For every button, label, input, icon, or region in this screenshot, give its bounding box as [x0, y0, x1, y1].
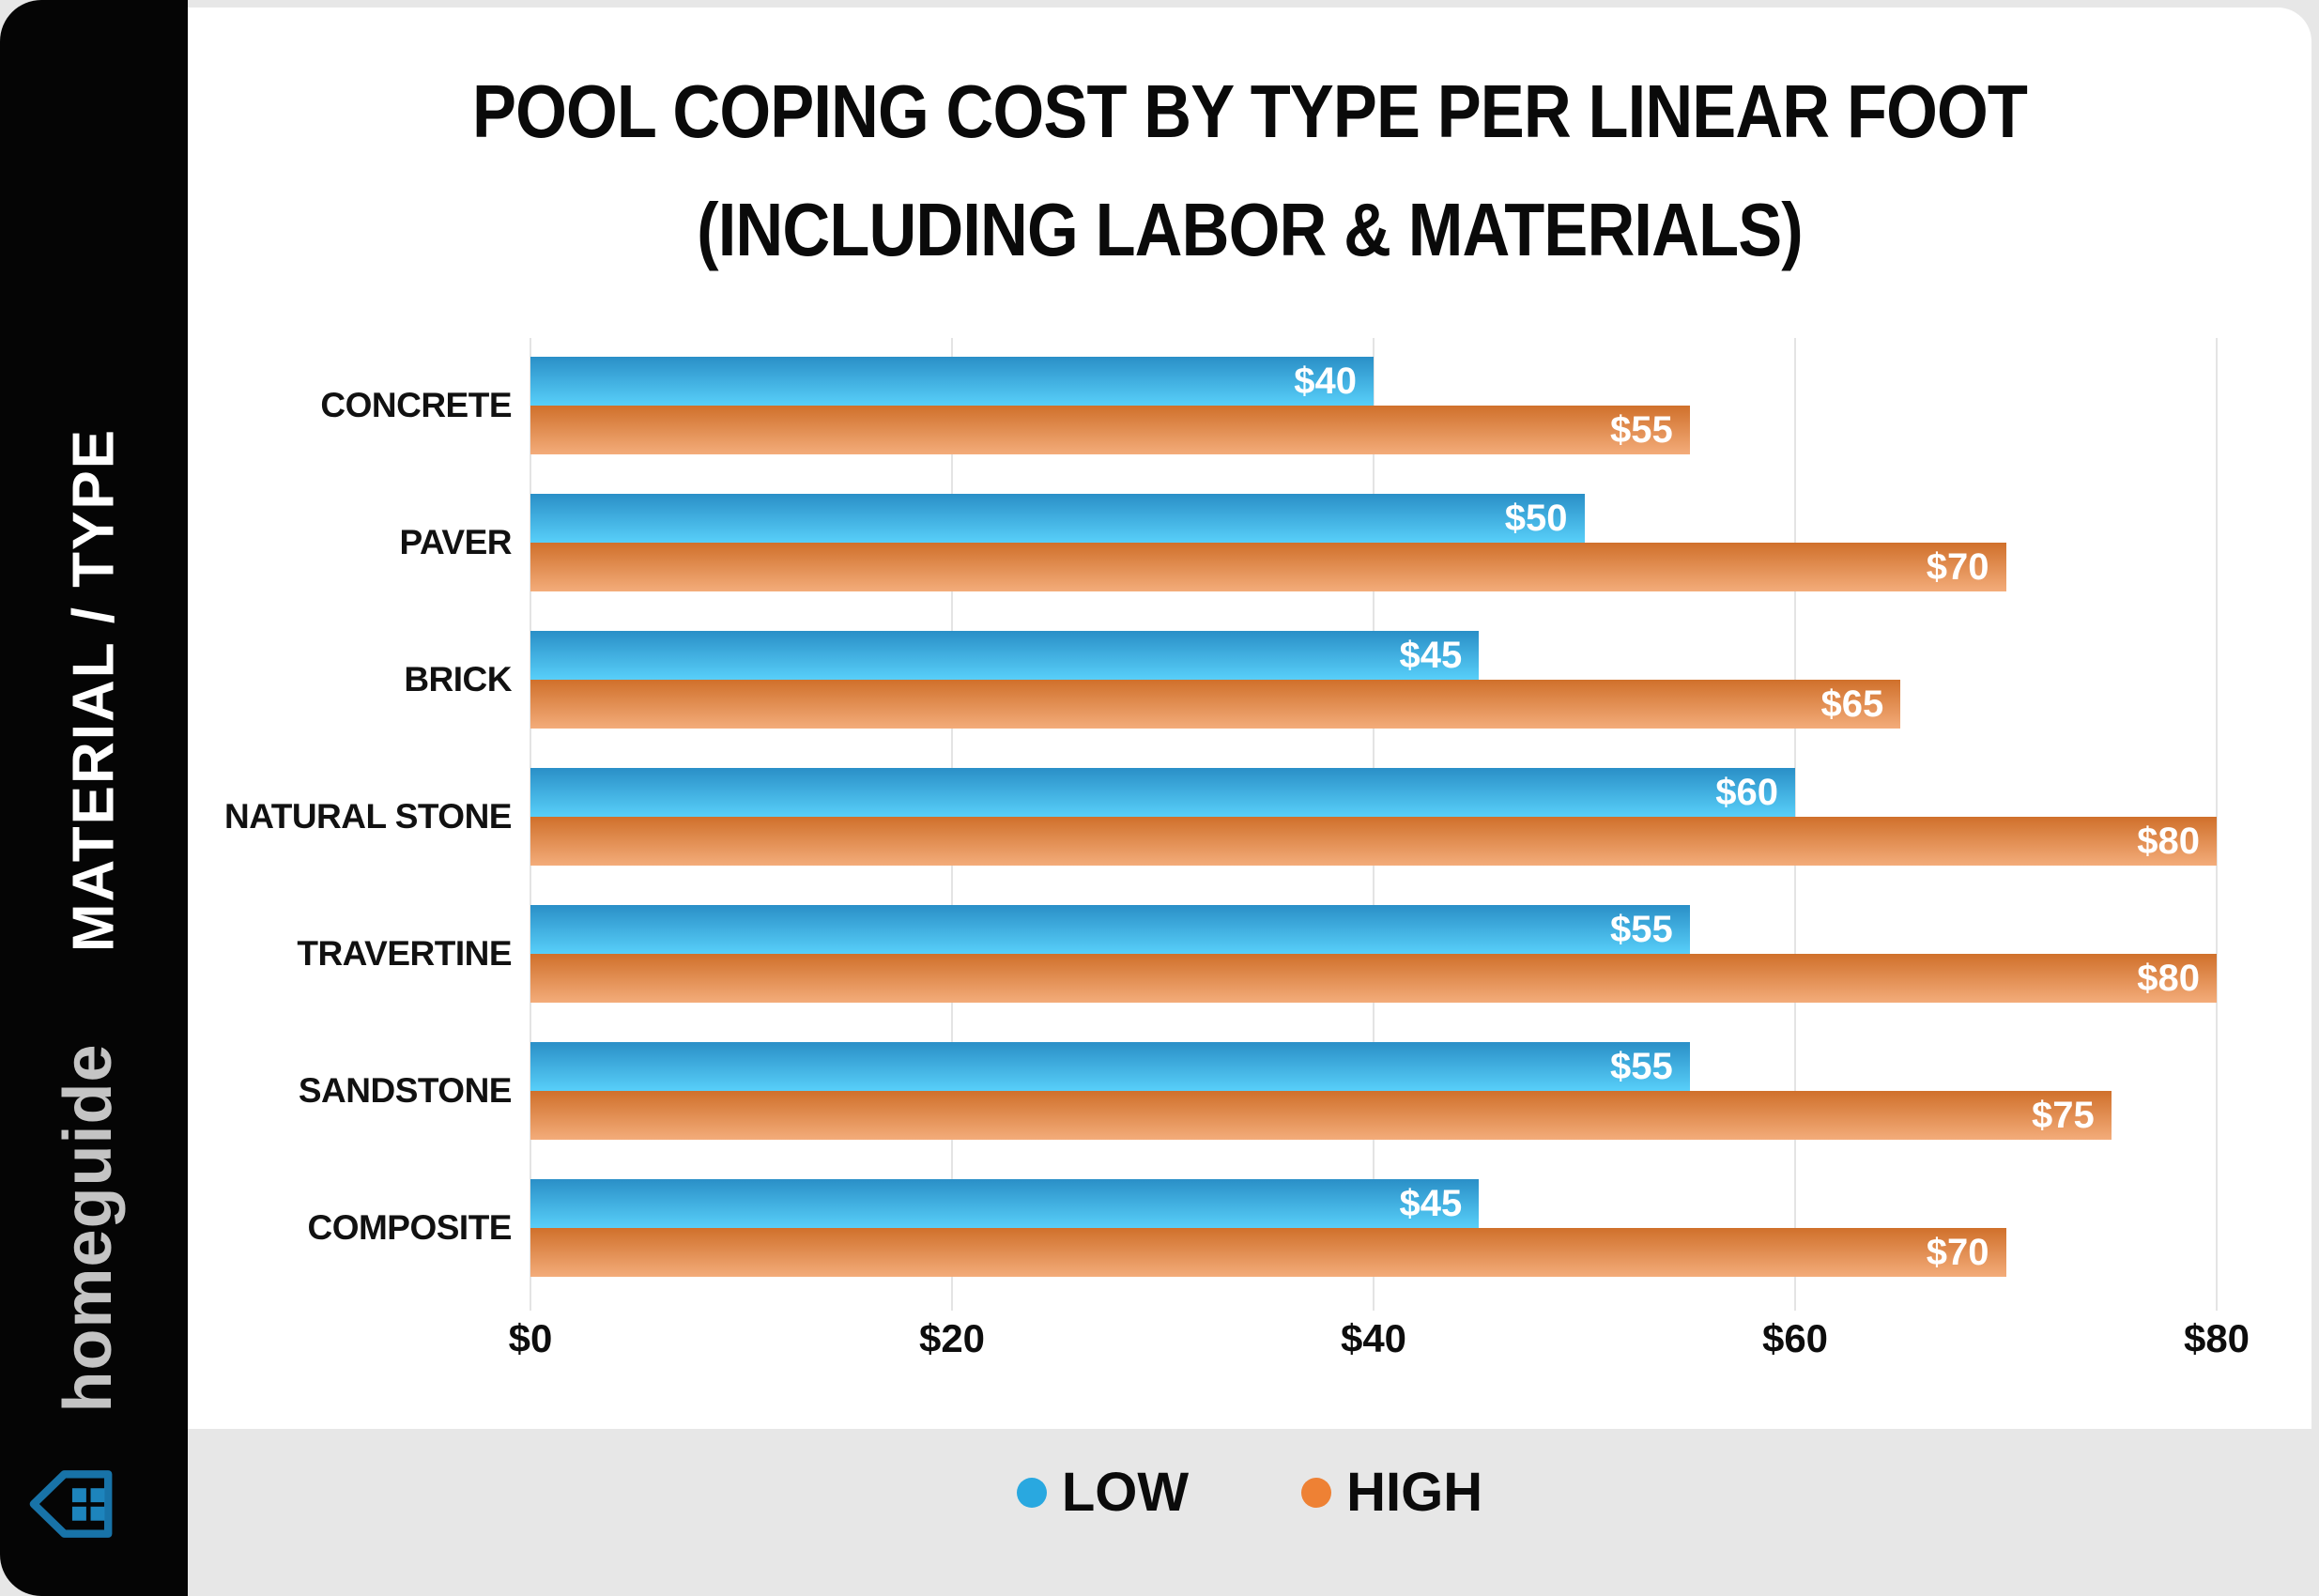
bar-high-paver: $70 — [530, 543, 2006, 591]
x-tick-label: $80 — [2183, 1316, 2250, 1360]
sidebar: MATERIAL / TYPE homeguide — [0, 0, 188, 1596]
x-tick-label: $20 — [918, 1316, 986, 1360]
legend-label-low: LOW — [1061, 1462, 1190, 1523]
x-tick-label: $40 — [1340, 1316, 1407, 1360]
legend: LOW HIGH — [188, 1461, 2311, 1524]
bar-value-label: $80 — [2137, 957, 2200, 999]
bar-value-label: $60 — [1715, 771, 1778, 813]
bar-value-label: $55 — [1610, 1045, 1673, 1087]
legend-dot-high-icon — [1301, 1477, 1332, 1508]
chart-title: POOL COPING COST BY TYPE PER LINEAR FOOT… — [315, 53, 2185, 289]
bar-low-natural-stone: $60 — [530, 768, 1795, 817]
gridline — [2216, 338, 2218, 1311]
axis-title-material-type: MATERIAL / TYPE — [61, 427, 127, 953]
bar-low-sandstone: $55 — [530, 1042, 1690, 1091]
bar-value-label: $55 — [1610, 908, 1673, 950]
x-tick-label: $60 — [1761, 1316, 1829, 1360]
bar-value-label: $50 — [1504, 497, 1568, 539]
bar-value-label: $80 — [2137, 820, 2200, 862]
legend-label-high: HIGH — [1346, 1462, 1483, 1523]
bar-high-travertine: $80 — [530, 954, 2217, 1003]
bar-value-label: $45 — [1399, 1182, 1463, 1224]
bar-value-label: $70 — [1926, 1231, 1989, 1273]
bar-low-composite: $45 — [530, 1179, 1480, 1228]
bar-low-concrete: $40 — [530, 357, 1374, 406]
bar-low-travertine: $55 — [530, 905, 1690, 954]
bar-high-natural-stone: $80 — [530, 817, 2217, 866]
category-label-composite: COMPOSITE — [307, 1208, 512, 1247]
bar-value-label: $45 — [1399, 634, 1463, 676]
category-label-sandstone: SANDSTONE — [298, 1071, 513, 1110]
category-label-paver: PAVER — [399, 523, 513, 561]
homeguide-wordmark: homeguide — [51, 1043, 126, 1413]
bar-value-label: $55 — [1610, 408, 1673, 451]
bar-high-concrete: $55 — [530, 406, 1690, 454]
x-tick-label: $0 — [508, 1316, 553, 1360]
legend-item-low: LOW — [1016, 1461, 1190, 1524]
bar-value-label: $65 — [1820, 683, 1884, 725]
chart-title-line1: POOL COPING COST BY TYPE PER LINEAR FOOT — [472, 69, 2028, 153]
legend-item-high: HIGH — [1301, 1461, 1482, 1524]
category-label-brick: BRICK — [404, 660, 512, 698]
chart-title-line2: (INCLUDING LABOR & MATERIALS) — [697, 188, 1804, 271]
bar-high-composite: $70 — [530, 1228, 2006, 1277]
bar-value-label: $70 — [1926, 545, 1989, 588]
bar-low-paver: $50 — [530, 494, 1585, 543]
bar-low-brick: $45 — [530, 631, 1480, 680]
bar-value-label: $75 — [2032, 1094, 2095, 1136]
house-icon — [29, 1470, 113, 1538]
legend-dot-low-icon — [1016, 1477, 1047, 1508]
category-label-natural-stone: NATURAL STONE — [224, 797, 512, 836]
bar-value-label: $40 — [1294, 360, 1357, 402]
bar-high-brick: $65 — [530, 680, 1901, 729]
category-label-travertine: TRAVERTINE — [297, 934, 512, 973]
plot-area: $40 $55 $50 $70 $45 $65 $60 $80 $55 $80 $55 $75 $45 $… — [530, 338, 2218, 1311]
bar-high-sandstone: $75 — [530, 1091, 2112, 1140]
category-label-concrete: CONCRETE — [320, 386, 512, 424]
